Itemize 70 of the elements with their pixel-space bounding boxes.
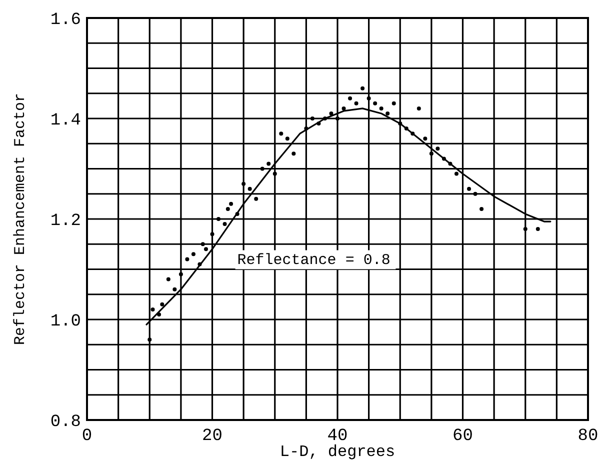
point [473,192,478,196]
point [285,136,290,141]
point [442,156,446,161]
point [304,126,308,131]
point [150,307,155,312]
point [416,106,421,110]
point [216,217,221,221]
point [429,152,434,156]
point [172,287,177,292]
point [536,227,540,232]
point [160,302,164,306]
point [229,202,234,206]
point [360,86,365,90]
point [260,166,264,171]
point [386,111,390,116]
y-tick-label: 0.8 [50,413,81,432]
point [200,242,205,246]
point [448,162,452,166]
point [235,212,240,216]
point [204,247,208,252]
point [226,206,230,211]
point [222,222,227,226]
point [266,162,271,166]
point [198,262,202,266]
point [292,152,296,156]
point [366,96,371,100]
point [322,116,327,120]
point [316,122,321,126]
y-tick-label: 1.4 [50,112,81,130]
point [185,257,190,262]
point [436,146,440,151]
point [279,132,284,136]
point [248,186,252,191]
point [354,101,358,106]
point [410,132,415,136]
x-tick-label: 40 [327,427,348,446]
x-axis-title: L-D, degrees [280,443,396,461]
point [373,101,378,106]
point [336,116,340,120]
point [454,172,458,176]
point [480,206,484,211]
point [392,101,396,106]
y-tick-label: 1.2 [50,212,81,231]
y-tick-label: 1.0 [50,312,81,332]
y-tick-label: 1.6 [50,11,81,30]
point [467,186,472,191]
point [348,96,352,100]
point [166,277,170,282]
point [272,172,277,176]
x-tick-label: 60 [452,427,473,446]
point [310,116,314,120]
point [157,312,162,316]
x-tick-label: 0 [82,427,92,446]
point [242,182,246,186]
point [379,106,384,110]
x-tick-label: 80 [578,427,598,446]
y-axis-title: Reflector Enhancement Factor [12,92,29,346]
point [404,126,408,131]
point [329,111,334,116]
point [342,106,346,110]
point [398,122,402,126]
point [148,338,152,342]
point [423,136,428,141]
point [178,272,183,276]
x-tick-label: 20 [202,427,222,446]
point [254,196,258,201]
annotation: Reflectance = 0.8 [237,252,390,270]
point [210,232,214,236]
point [523,227,528,232]
point [191,252,196,256]
